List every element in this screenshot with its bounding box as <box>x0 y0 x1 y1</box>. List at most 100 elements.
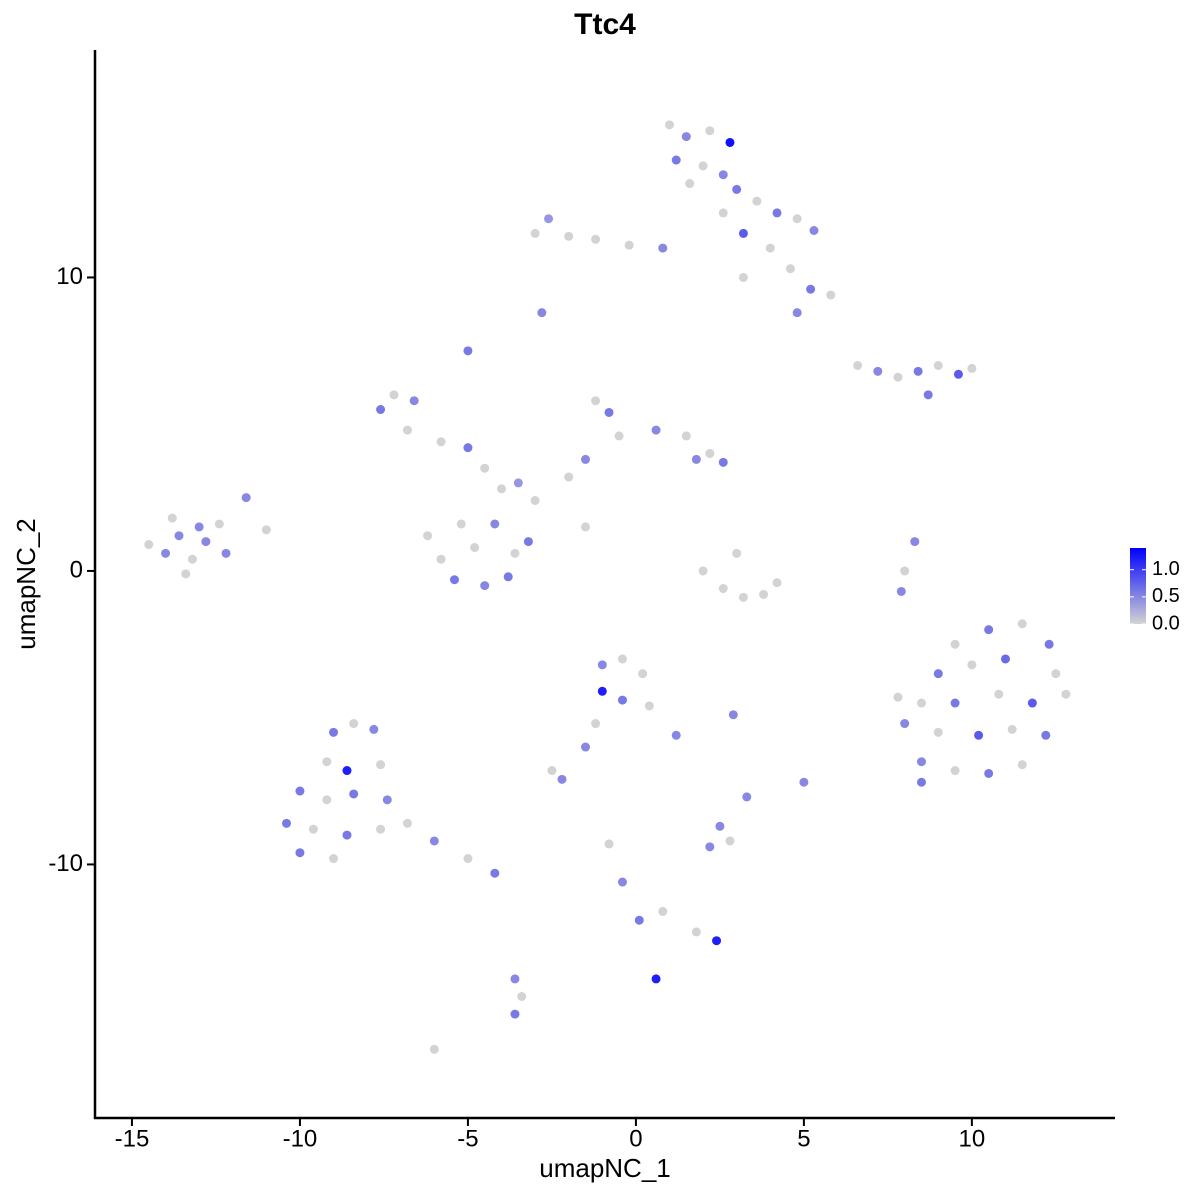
cell-point <box>581 522 591 532</box>
cell-point <box>1007 724 1017 734</box>
cell-point <box>402 818 412 828</box>
cell-point <box>597 660 607 670</box>
cell-point <box>967 363 977 373</box>
cell-point <box>322 795 332 805</box>
cell-point <box>581 454 591 464</box>
cell-point <box>382 795 392 805</box>
cell-point <box>402 425 412 435</box>
cell-point <box>490 519 500 529</box>
cell-point <box>503 572 513 582</box>
cell-point <box>295 848 305 858</box>
cell-point <box>322 757 332 767</box>
cell-point <box>671 155 681 165</box>
cell-point <box>544 214 554 224</box>
cell-point <box>201 537 211 547</box>
cell-point <box>900 719 910 729</box>
cell-point <box>725 137 735 147</box>
cell-point <box>772 208 782 218</box>
cell-point <box>1041 730 1051 740</box>
cell-point <box>449 575 459 585</box>
cell-point <box>557 774 567 784</box>
cell-point <box>933 669 943 679</box>
cell-point <box>342 766 352 776</box>
cell-point <box>1027 698 1037 708</box>
cell-point <box>698 161 708 171</box>
cell-point <box>953 369 963 379</box>
cell-point <box>792 214 802 224</box>
cell-point <box>826 290 836 300</box>
cell-point <box>480 463 490 473</box>
cell-point <box>597 686 607 696</box>
cell-point <box>984 768 994 778</box>
x-tick-label: -10 <box>283 1125 318 1152</box>
cell-point <box>295 786 305 796</box>
cell-point <box>564 472 574 482</box>
cell-point <box>517 991 527 1001</box>
cell-point <box>510 974 520 984</box>
colorbar <box>1130 548 1146 624</box>
y-axis-title: umapNC_2 <box>11 518 41 650</box>
cell-point <box>547 766 557 776</box>
cell-point <box>497 484 507 494</box>
cell-point <box>349 719 359 729</box>
cell-point <box>933 360 943 370</box>
cell-point <box>893 372 903 382</box>
cell-point <box>671 730 681 740</box>
cell-point <box>893 692 903 702</box>
cell-point <box>916 698 926 708</box>
cell-point <box>967 660 977 670</box>
cell-point <box>161 548 171 558</box>
cell-point <box>900 566 910 576</box>
cell-point <box>261 525 271 535</box>
cell-point <box>490 868 500 878</box>
cell-point <box>658 243 668 253</box>
cell-point <box>591 234 601 244</box>
cell-point <box>604 407 614 417</box>
cell-point <box>644 701 654 711</box>
x-axis-title: umapNC_1 <box>539 1153 671 1183</box>
cell-point <box>738 272 748 282</box>
cell-point <box>523 537 533 547</box>
cell-point <box>329 854 339 864</box>
y-tick-label: 0 <box>70 556 83 583</box>
cell-point <box>581 742 591 752</box>
cell-point <box>329 727 339 737</box>
cell-point <box>537 308 547 318</box>
x-tick-label: -15 <box>115 1125 150 1152</box>
points <box>144 120 1071 1054</box>
cell-point <box>910 537 920 547</box>
cell-point <box>480 581 490 591</box>
cell-point <box>785 264 795 274</box>
cell-point <box>738 592 748 602</box>
cell-point <box>167 513 177 523</box>
cell-point <box>681 431 691 441</box>
cell-point <box>1000 654 1010 664</box>
cell-point <box>530 496 540 506</box>
cell-point <box>376 824 386 834</box>
cell-point <box>187 554 197 564</box>
cell-point <box>705 126 715 136</box>
cell-point <box>181 569 191 579</box>
cell-point <box>698 566 708 576</box>
cell-point <box>950 766 960 776</box>
cell-point <box>376 760 386 770</box>
cell-point <box>144 540 154 550</box>
cell-point <box>624 240 634 250</box>
cell-point <box>718 584 728 594</box>
cell-point <box>1017 760 1027 770</box>
colorbar-label: 0.5 <box>1152 585 1180 607</box>
cell-point <box>369 724 379 734</box>
x-tick-label: 0 <box>629 1125 642 1152</box>
x-tick-label: 10 <box>959 1125 986 1152</box>
cell-point <box>638 669 648 679</box>
cell-point <box>174 531 184 541</box>
cell-point <box>564 231 574 241</box>
cell-point <box>738 228 748 238</box>
cell-point <box>591 719 601 729</box>
cell-point <box>916 777 926 787</box>
cell-point <box>510 548 520 558</box>
cell-point <box>409 396 419 406</box>
colorbar-label: 1.0 <box>1152 558 1180 580</box>
x-tick-label: -5 <box>457 1125 478 1152</box>
